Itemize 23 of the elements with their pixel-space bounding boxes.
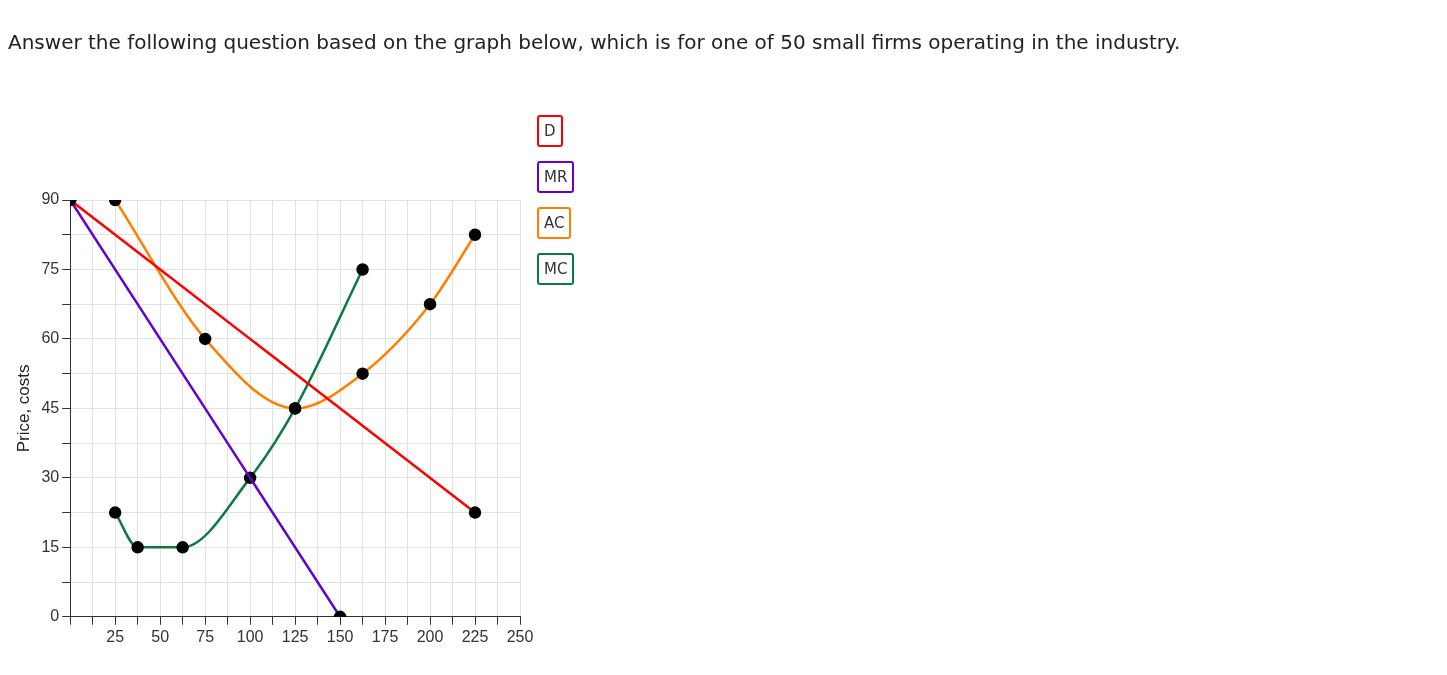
y-tick-label: 15 bbox=[41, 537, 60, 555]
x-tick-label: 175 bbox=[371, 627, 399, 645]
y-tick-label: 75 bbox=[41, 259, 60, 277]
text: MC bbox=[537, 253, 575, 285]
text: MR bbox=[537, 161, 575, 193]
x-tick-label: 200 bbox=[416, 627, 444, 645]
text: Answer the following question based on the graph below, which is for one of 50 small firms operating in the industry. bbox=[8, 29, 1182, 56]
x-tick-label: 50 bbox=[151, 627, 170, 645]
x-tick-label: 25 bbox=[106, 627, 125, 645]
y-tick-label: 90 bbox=[41, 190, 60, 208]
y-tick-label: 30 bbox=[41, 468, 60, 486]
y-tick-label: 60 bbox=[41, 329, 60, 347]
x-tick-label: 150 bbox=[326, 627, 354, 645]
text: D bbox=[537, 115, 563, 147]
text: AC bbox=[537, 207, 572, 239]
y-tick-label: 45 bbox=[41, 398, 60, 416]
x-tick-label: 250 bbox=[506, 627, 534, 645]
x-tick-label: 75 bbox=[196, 627, 215, 645]
x-tick-label: 100 bbox=[236, 627, 264, 645]
y-axis-title: Price, costs bbox=[13, 364, 33, 453]
x-tick-label: 125 bbox=[281, 627, 309, 645]
y-tick-label: 0 bbox=[50, 607, 60, 625]
x-tick-label: 225 bbox=[461, 627, 489, 645]
